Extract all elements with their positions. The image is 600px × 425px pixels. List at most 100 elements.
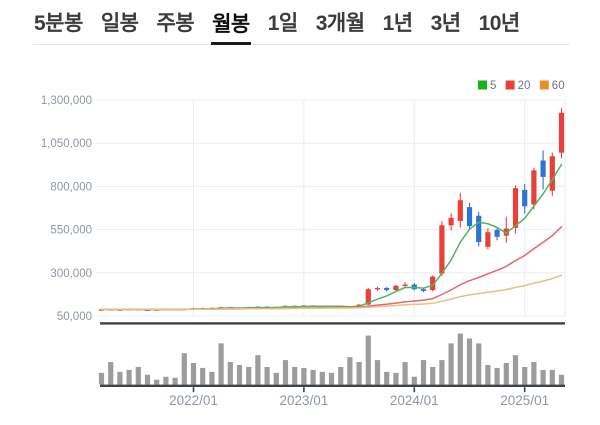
candle-up — [503, 228, 509, 236]
candle-down — [540, 160, 546, 177]
candle-up — [558, 112, 565, 153]
tab-10year[interactable]: 10년 — [478, 9, 521, 44]
volume-bar — [476, 343, 482, 385]
candle-up — [512, 188, 519, 228]
candle-down — [522, 189, 528, 207]
tab-1year[interactable]: 1년 — [382, 9, 414, 44]
candle-up — [448, 217, 454, 226]
volume-bar — [356, 362, 362, 385]
y-axis-label: 50,000 — [57, 311, 92, 323]
candle-up — [393, 285, 399, 291]
candle-up — [402, 284, 408, 286]
volume-bar — [402, 362, 408, 385]
y-axis-label: 1,300,000 — [41, 95, 92, 107]
legend-label-ma5: 5 — [490, 80, 496, 92]
volume-bar — [255, 355, 261, 385]
tab-daily[interactable]: 일봉 — [100, 9, 140, 44]
ma20-line — [100, 226, 563, 311]
volume-bar — [540, 369, 546, 385]
volume-bar — [190, 363, 197, 385]
tab-monthly[interactable]: 월봉 — [211, 10, 251, 45]
volume-bar — [154, 379, 160, 385]
y-axis-label: 300,000 — [50, 268, 92, 280]
volume-bar — [503, 363, 509, 385]
volume-bar — [319, 371, 325, 385]
y-axis-label: 1,050,000 — [41, 138, 92, 150]
tab-3month[interactable]: 3개월 — [315, 9, 366, 44]
volume-bar — [420, 360, 427, 385]
panel-separator — [100, 322, 565, 325]
candle-up — [439, 225, 445, 274]
candle-up — [457, 200, 463, 221]
tab-1day[interactable]: 1일 — [267, 9, 299, 44]
volume-bar — [126, 369, 132, 385]
volume-bar — [522, 366, 528, 385]
candle-down — [466, 207, 473, 227]
volume-bar — [108, 362, 114, 385]
tab-3year[interactable]: 3년 — [430, 9, 462, 44]
legend-swatch-ma20 — [505, 80, 515, 90]
volume-bar — [301, 367, 307, 385]
legend-swatch-ma5 — [478, 80, 487, 90]
legend-swatch-ma60 — [539, 80, 549, 90]
volume-bar — [338, 366, 344, 385]
volume-bar — [347, 357, 353, 385]
x-axis-label: 2025/01 — [500, 393, 549, 408]
volume-bar — [227, 362, 233, 385]
legend-label-ma60: 60 — [552, 80, 565, 92]
volume-bar — [282, 360, 289, 385]
volume-bar — [181, 353, 187, 385]
candle-up — [374, 288, 381, 290]
candle-down — [384, 288, 390, 291]
volume-bar — [200, 367, 206, 385]
candle-up — [531, 170, 537, 205]
volume-bar — [163, 376, 169, 385]
volume-bar — [448, 343, 454, 385]
candle-up — [485, 232, 491, 247]
volume-bar — [485, 364, 491, 385]
volume-bar — [264, 366, 270, 385]
volume-bar — [117, 371, 123, 385]
volume-bar — [218, 343, 224, 385]
y-axis-label: 550,000 — [50, 225, 92, 237]
volume-bar — [236, 364, 243, 385]
volume-bar — [246, 366, 252, 385]
candle-down — [420, 289, 427, 291]
tab-5min[interactable]: 5분봉 — [33, 9, 84, 44]
candle-up — [549, 156, 555, 191]
volume-bar — [144, 374, 151, 385]
candle-up — [365, 289, 371, 305]
x-axis-label: 2022/01 — [169, 393, 218, 408]
volume-bar — [494, 367, 500, 385]
tab-weekly[interactable]: 주봉 — [155, 9, 195, 44]
x-axis-label: 2024/01 — [390, 393, 439, 408]
volume-bar — [292, 366, 298, 385]
volume-bar — [310, 369, 316, 385]
volume-bar — [172, 377, 178, 385]
candle-down — [476, 215, 482, 243]
period-tabbar: 5분봉 일봉 주봉 월봉 1일 3개월 1년 3년 10년 — [33, 9, 570, 45]
volume-bar — [209, 371, 215, 385]
volume-axis — [100, 384, 565, 387]
volume-bar — [531, 362, 537, 385]
volume-bar — [457, 333, 463, 385]
candle-down — [494, 229, 500, 237]
y-axis-label: 800,000 — [50, 181, 92, 193]
volume-bar — [393, 372, 399, 385]
volume-bar — [365, 335, 371, 385]
volume-bar — [374, 360, 381, 385]
volume-bar — [549, 369, 555, 385]
ma60-line — [100, 274, 563, 311]
candle-up — [430, 276, 436, 291]
volume-bar — [512, 355, 519, 385]
volume-bar — [466, 338, 473, 385]
volume-bar — [135, 366, 141, 385]
volume-bar — [430, 366, 436, 385]
volume-bar — [328, 372, 335, 385]
volume-bar — [411, 376, 417, 385]
x-axis-label: 2023/01 — [279, 393, 328, 408]
volume-bar — [273, 372, 279, 385]
volume-bar — [558, 374, 565, 385]
